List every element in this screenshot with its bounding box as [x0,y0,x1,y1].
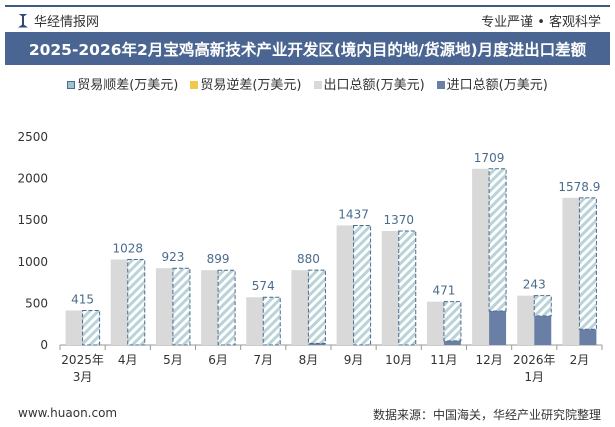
legend-deficit: 贸易逆差(万美元) [190,74,302,93]
x-tick-label: 11月 [430,353,457,367]
export-bar [110,259,128,345]
legend-import: 进口总额(万美元) [436,74,548,93]
y-tick-label: 2500 [17,130,48,144]
x-tick-label: 2026年 [513,353,556,367]
data-label: 1437 [338,207,369,221]
logo-icon [18,13,28,28]
x-tick-label: 5月 [163,353,183,367]
footer: www.huaon.com 数据来源：中国海关，华经产业研究院整理 [0,403,615,427]
export-bar [336,225,354,345]
legend-label: 进口总额(万美元) [446,78,548,93]
import-bar [579,329,597,345]
surplus-bar [578,197,597,330]
import-bar [443,340,461,345]
x-tick-label: 4月 [118,353,138,367]
data-label: 415 [71,292,94,306]
data-label: 243 [523,278,546,292]
chart-title: 2025-2026年2月宝鸡高新技术产业开发区(境内目的地/货源地)月度进出口差… [5,32,610,65]
surplus-bar [307,269,326,344]
y-tick-label: 1500 [17,213,48,227]
export-bar [246,297,264,345]
export-bar [472,168,490,345]
export-bar [155,268,173,345]
slogan: 专业严谨 • 客观科学 [481,15,601,30]
data-label: 574 [252,279,275,293]
surplus-bar [172,267,191,346]
legend-label: 贸易顺差(万美元) [77,78,179,93]
y-tick-label: 500 [25,296,48,310]
y-tick-label: 2000 [17,172,48,186]
export-bar [562,197,580,345]
chart-plot: 0 500 1000 1500 2000 2500 415 2025年 3月 1028 4月 923 5… [17,130,603,384]
surplus-bar [262,296,281,346]
x-tick-label: 6月 [208,353,228,367]
export-bar [517,295,535,345]
import-bar [308,343,326,345]
x-tick-label: 9月 [344,353,364,367]
legend-label: 贸易逆差(万美元) [200,78,302,93]
data-label: 1370 [383,213,414,227]
x-tick-label: 12月 [475,353,502,367]
y-tick-label: 1000 [17,255,48,269]
x-tick-label: 10月 [385,353,412,367]
export-bar [65,310,83,345]
import-bar [489,310,507,345]
footer-source: 数据来源：中国海关，华经产业研究院整理 [372,408,601,422]
data-label: 471 [432,284,455,298]
surplus-bar [127,258,146,346]
brand-name: 华经情报网 [34,15,100,30]
x-tick-label: 3月 [73,370,93,384]
legend: 贸易顺差(万美元) 贸易逆差(万美元) 出口总额(万美元) 进口总额(万美元) [0,74,615,93]
y-tick-label: 0 [40,338,48,352]
surplus-bar [353,224,372,346]
surplus-bar [217,269,236,346]
data-label: 923 [161,250,184,264]
legend-export: 出口总额(万美元) [313,74,425,93]
data-label: 1028 [112,241,143,255]
surplus-bar [82,309,101,346]
x-tick-label: 7月 [253,353,273,367]
data-label: 899 [207,252,230,266]
export-bar [381,231,399,345]
top-rule [5,5,610,7]
export-bar [291,270,309,345]
brand: 华经情报网 [18,11,99,30]
footer-url: www.huaon.com [18,406,118,420]
x-tick-label: 2月 [570,353,590,367]
surplus-bar [488,168,507,312]
data-label: 1578.9 [558,180,600,194]
legend-label: 出口总额(万美元) [323,78,425,93]
export-bar [426,301,444,345]
surplus-bar [533,295,552,317]
data-label: 880 [297,252,320,266]
x-tick-label: 8月 [299,353,319,367]
export-bar [201,270,219,345]
x-tick-label: 2025年 [61,353,104,367]
legend-surplus: 贸易顺差(万美元) [67,74,178,93]
surplus-bar [398,230,417,346]
x-tick-label: 1月 [524,370,544,384]
import-bar [534,315,552,345]
data-label: 1709 [474,151,505,165]
surplus-bar [443,301,462,342]
